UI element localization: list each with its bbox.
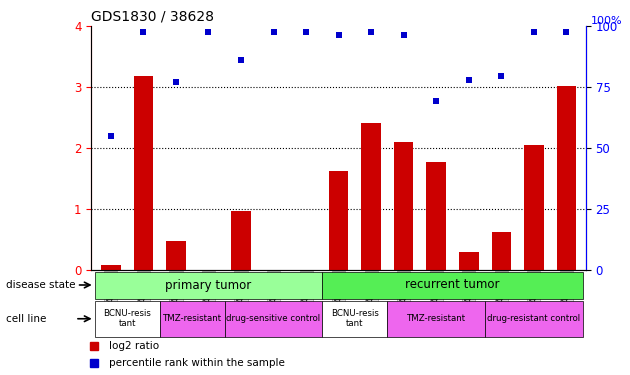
Bar (166, 241, 186, 270)
Bar (394, 142, 413, 270)
Bar (329, 171, 348, 270)
Text: log2 ratio: log2 ratio (109, 341, 159, 351)
Bar (524, 145, 544, 270)
Bar (323, 301, 387, 337)
Text: disease state: disease state (6, 280, 76, 290)
Bar (362, 123, 381, 270)
Bar (557, 86, 576, 270)
Bar (94, 272, 323, 298)
Bar (491, 232, 511, 270)
Text: GDS1830 / 38628: GDS1830 / 38628 (91, 10, 214, 24)
Text: drug-sensitive control: drug-sensitive control (227, 314, 321, 323)
Text: BCNU-resis
tant: BCNU-resis tant (331, 309, 379, 328)
Text: recurrent tumor: recurrent tumor (405, 279, 500, 291)
Text: primary tumor: primary tumor (165, 279, 251, 291)
Bar (427, 162, 446, 270)
Text: percentile rank within the sample: percentile rank within the sample (109, 358, 285, 368)
Bar (134, 76, 153, 270)
Bar (231, 211, 251, 270)
Bar (225, 301, 323, 337)
Text: cell line: cell line (6, 314, 47, 324)
Text: 100%: 100% (591, 16, 622, 26)
Text: TMZ-resistant: TMZ-resistant (163, 314, 222, 323)
Bar (323, 272, 583, 298)
Bar (459, 252, 479, 270)
Bar (159, 301, 225, 337)
Text: BCNU-resis
tant: BCNU-resis tant (103, 309, 151, 328)
Text: TMZ-resistant: TMZ-resistant (407, 314, 466, 323)
Bar (94, 301, 159, 337)
Bar (387, 301, 485, 337)
Bar (101, 265, 120, 270)
Bar (485, 301, 583, 337)
Text: drug-resistant control: drug-resistant control (487, 314, 580, 323)
